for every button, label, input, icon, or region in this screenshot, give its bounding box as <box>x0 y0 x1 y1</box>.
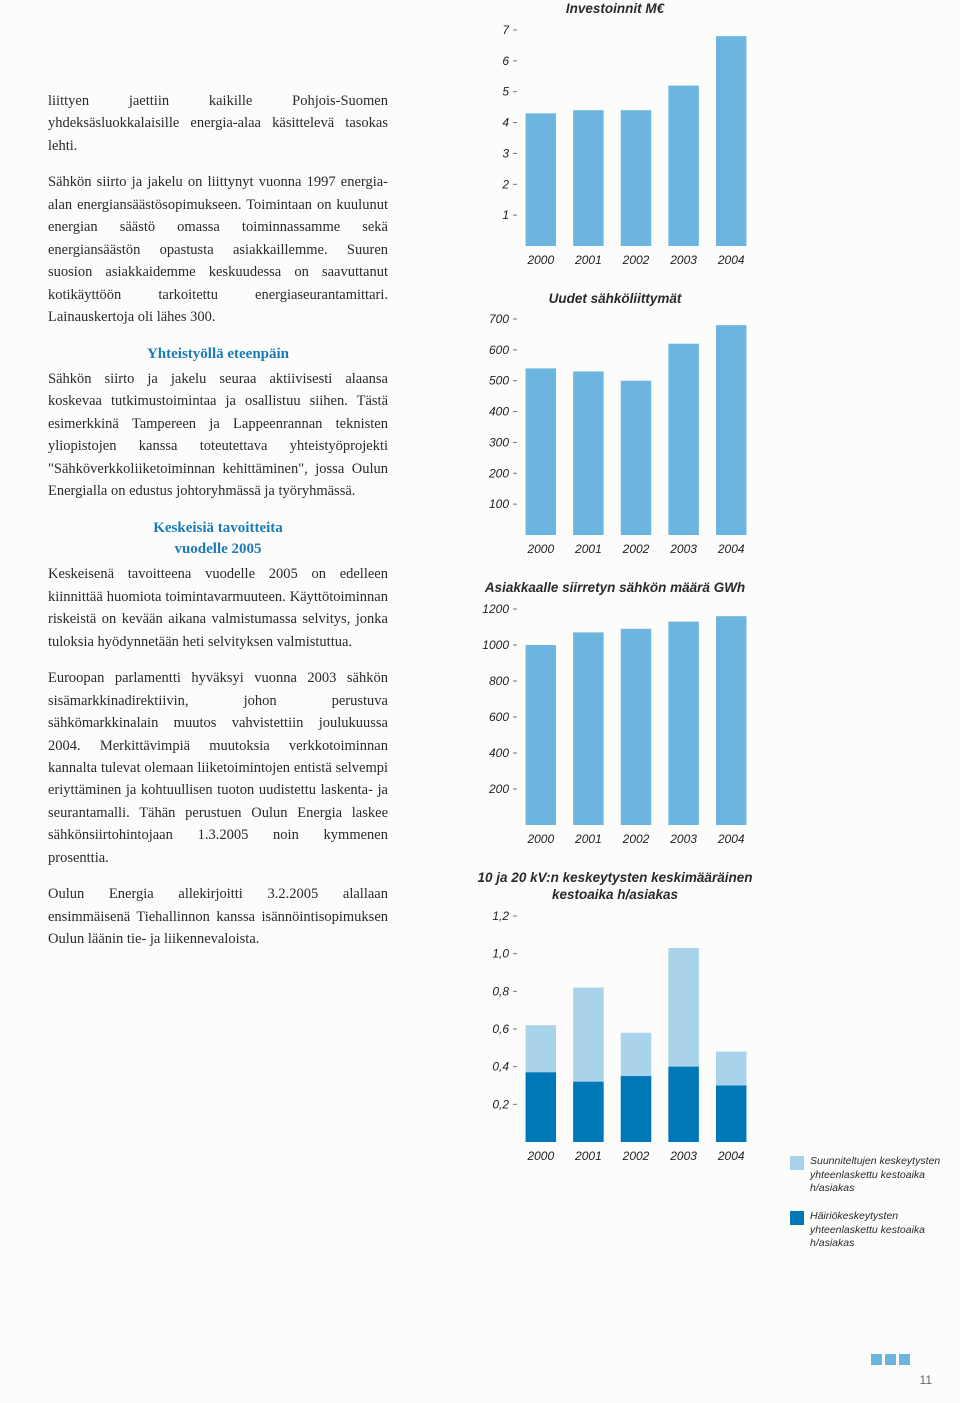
chart-gwh: Asiakkaalle siirretyn sähkön määrä GWh 2… <box>455 579 775 851</box>
svg-text:0,8: 0,8 <box>492 984 509 998</box>
svg-text:2002: 2002 <box>622 832 650 846</box>
section-heading: Yhteistyöllä eteenpäin <box>48 343 388 366</box>
svg-text:2003: 2003 <box>669 253 697 267</box>
bar-chart: 1 2 3 4 5 6 7 2000 2001 2002 2003 2004 <box>465 22 765 272</box>
chart-investoinnit: Investoinnit M€ 1 2 3 4 5 6 7 2000 2001 2002 2003 2… <box>455 0 775 272</box>
svg-text:2000: 2000 <box>526 832 554 846</box>
svg-text:700: 700 <box>489 312 509 326</box>
body-text-column: liittyen jaettiin kaikille Pohjois-Suome… <box>48 90 388 965</box>
stacked-bar-chart: 0,2 0,4 0,6 0,8 1,0 1,2 2000 2001 2002 2003 2004 <box>465 908 765 1168</box>
svg-text:400: 400 <box>489 405 509 419</box>
legend-swatch-icon <box>790 1211 804 1225</box>
svg-text:2004: 2004 <box>717 253 745 267</box>
legend-swatch-icon <box>790 1156 804 1170</box>
svg-text:300: 300 <box>489 436 509 450</box>
svg-text:400: 400 <box>489 746 509 760</box>
bar-chart: 100 200 300 400 500 600 700 2000 2001 2002 2003 200… <box>465 311 765 561</box>
paragraph: Sähkön siirto ja jakelu seuraa aktiivise… <box>48 368 388 503</box>
svg-text:2002: 2002 <box>622 253 650 267</box>
svg-text:1200: 1200 <box>482 602 509 616</box>
chart4-legend: Suunniteltujen keskeytysten yhteenlasket… <box>790 1155 945 1265</box>
svg-text:2001: 2001 <box>574 253 602 267</box>
chart-title: Investoinnit M€ <box>455 0 775 18</box>
svg-text:1000: 1000 <box>482 638 509 652</box>
svg-text:2000: 2000 <box>526 542 554 556</box>
svg-text:1,2: 1,2 <box>492 909 509 923</box>
chart-liittymat: Uudet sähköliittymät 100 200 300 400 500 600 7… <box>455 290 775 562</box>
svg-text:2000: 2000 <box>526 253 554 267</box>
charts-column: Investoinnit M€ 123456720002001200220032… <box>455 0 775 1186</box>
svg-text:0,6: 0,6 <box>492 1022 509 1036</box>
svg-text:2004: 2004 <box>717 832 745 846</box>
svg-text:2001: 2001 <box>574 542 602 556</box>
svg-text:2001: 2001 <box>574 1149 602 1163</box>
chart-title: 10 ja 20 kV:n keskeytysten keskimääräine… <box>455 869 775 904</box>
bar-chart: 200 400 600 800 1000 1200 2000 2001 2002 2003 2004 <box>465 601 765 851</box>
chart-keskeytykset: 10 ja 20 kV:n keskeytysten keskimääräine… <box>455 869 775 1168</box>
svg-text:2002: 2002 <box>622 542 650 556</box>
svg-text:2004: 2004 <box>717 542 745 556</box>
svg-text:500: 500 <box>489 374 509 388</box>
chart-title: Uudet sähköliittymät <box>455 290 775 308</box>
svg-text:7: 7 <box>502 23 510 37</box>
svg-text:2000: 2000 <box>526 1149 554 1163</box>
legend-item: Suunniteltujen keskeytysten yhteenlasket… <box>790 1155 945 1196</box>
svg-text:2004: 2004 <box>717 1149 745 1163</box>
svg-text:2001: 2001 <box>574 832 602 846</box>
svg-text:1,0: 1,0 <box>492 946 509 960</box>
svg-text:0,2: 0,2 <box>492 1097 509 1111</box>
paragraph: liittyen jaettiin kaikille Pohjois-Suome… <box>48 90 388 157</box>
section-heading: vuodelle 2005 <box>48 538 388 561</box>
legend-label: Suunniteltujen keskeytysten yhteenlasket… <box>810 1155 945 1196</box>
svg-text:800: 800 <box>489 674 509 688</box>
legend-item: Häiriökeskeytysten yhteenlaskettu kestoa… <box>790 1210 945 1251</box>
svg-text:600: 600 <box>489 343 509 357</box>
svg-text:200: 200 <box>488 782 509 796</box>
svg-text:2003: 2003 <box>669 542 697 556</box>
footer-decoration-icon <box>871 1354 910 1365</box>
svg-text:2: 2 <box>501 177 509 191</box>
paragraph: Euroopan parlamentti hyväksyi vuonna 200… <box>48 667 388 869</box>
svg-text:3: 3 <box>502 146 509 160</box>
page-number: 11 <box>920 1373 932 1387</box>
svg-text:4: 4 <box>502 115 509 129</box>
svg-text:5: 5 <box>502 84 509 98</box>
svg-text:2003: 2003 <box>669 1149 697 1163</box>
paragraph: Keskeisenä tavoitteena vuodelle 2005 on … <box>48 563 388 653</box>
svg-text:100: 100 <box>489 497 509 511</box>
chart-title: Asiakkaalle siirretyn sähkön määrä GWh <box>455 579 775 597</box>
svg-text:2002: 2002 <box>622 1149 650 1163</box>
svg-text:2003: 2003 <box>669 832 697 846</box>
svg-text:6: 6 <box>502 53 509 67</box>
svg-text:600: 600 <box>489 710 509 724</box>
paragraph: Oulun Energia allekirjoitti 3.2.2005 ala… <box>48 883 388 950</box>
svg-text:0,4: 0,4 <box>492 1059 509 1073</box>
svg-text:1: 1 <box>502 208 509 222</box>
section-heading: Keskeisiä tavoitteita <box>48 517 388 540</box>
svg-text:200: 200 <box>488 466 509 480</box>
paragraph: Sähkön siirto ja jakelu on liittynyt vuo… <box>48 171 388 328</box>
legend-label: Häiriökeskeytysten yhteenlaskettu kestoa… <box>810 1210 945 1251</box>
